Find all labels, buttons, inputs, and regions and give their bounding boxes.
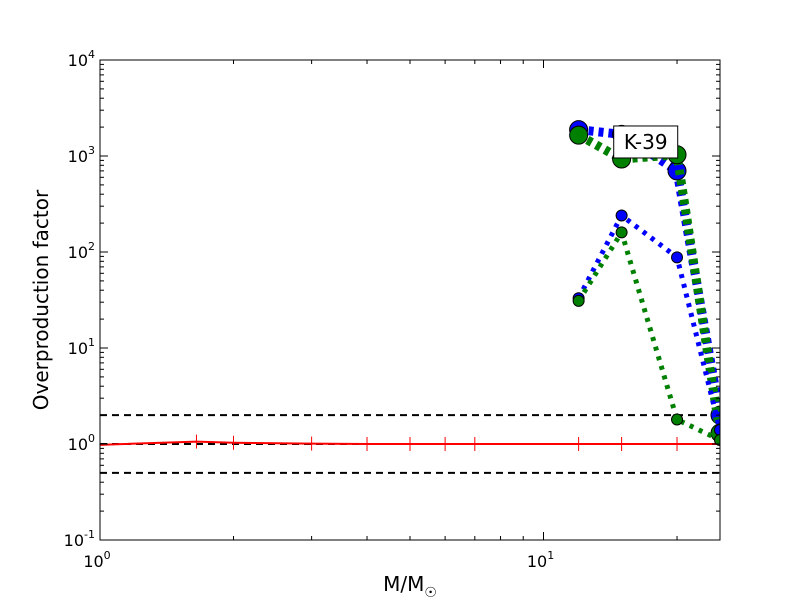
x-tick-label-1: 101 bbox=[527, 549, 554, 571]
series-3-line bbox=[576, 211, 720, 431]
x-axis-label-main: M/M bbox=[383, 572, 424, 596]
series-4-point-1 bbox=[615, 226, 628, 239]
series-3-point-3 bbox=[714, 423, 720, 436]
y-tick-label-2: 101 bbox=[68, 336, 95, 358]
plot-area bbox=[100, 120, 720, 474]
y-axis-label: Overproduction factor bbox=[29, 189, 53, 410]
series-4-point-2 bbox=[671, 413, 684, 426]
series-2-point-0 bbox=[569, 125, 589, 145]
series-4-point-0 bbox=[572, 294, 585, 307]
series-3-point-1 bbox=[615, 209, 628, 222]
x-tick-label-0: 100 bbox=[83, 549, 110, 571]
y-tick-label-0: 10-1 bbox=[64, 528, 95, 550]
y-tick-label-3: 102 bbox=[68, 240, 95, 262]
series-0-line bbox=[100, 440, 720, 446]
y-tick-label-5: 104 bbox=[68, 48, 95, 70]
series-2-line bbox=[576, 131, 720, 434]
series-4-point-3 bbox=[714, 434, 720, 447]
series-3-point-2 bbox=[671, 251, 684, 264]
y-tick-label-4: 103 bbox=[68, 144, 95, 166]
k39-annotation: K-39 bbox=[613, 125, 679, 159]
annotation-box bbox=[613, 125, 679, 159]
series-4-line bbox=[576, 226, 720, 443]
y-tick-label-1: 100 bbox=[68, 432, 95, 454]
x-axis-label: M/M☉ bbox=[383, 572, 437, 600]
x-axis-label-sun-symbol: ☉ bbox=[424, 585, 437, 600]
annotation-label: K-39 bbox=[624, 130, 668, 154]
